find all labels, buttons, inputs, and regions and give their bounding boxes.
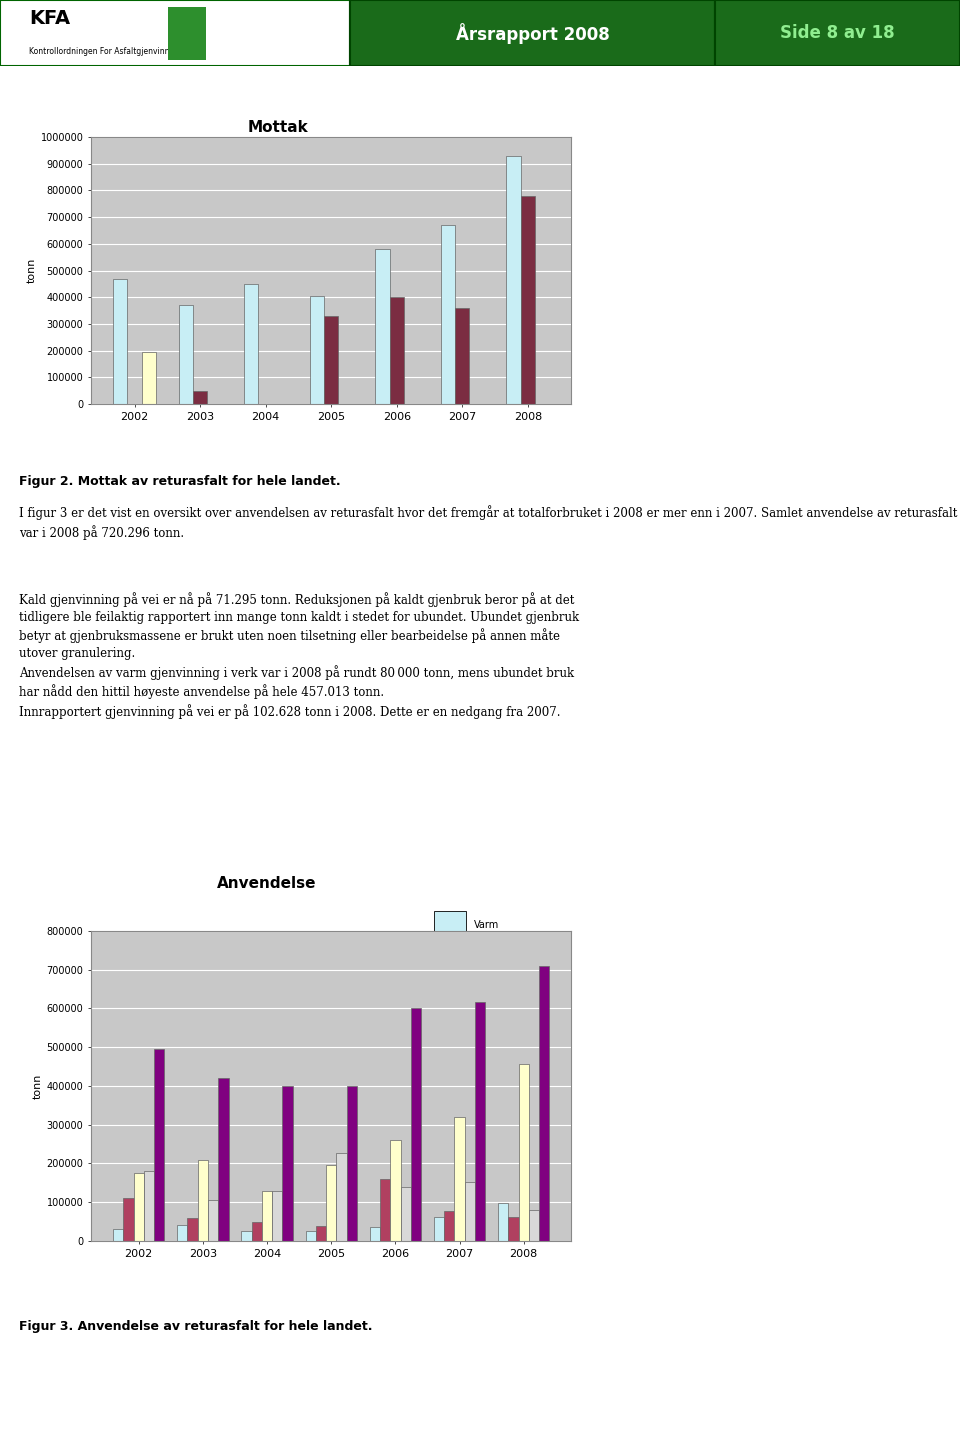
- Bar: [244, 284, 258, 404]
- Y-axis label: tonn: tonn: [33, 1074, 42, 1098]
- Text: Figur 3. Anvendelse av returasfalt for hele landet.: Figur 3. Anvendelse av returasfalt for h…: [19, 1319, 372, 1333]
- Bar: [518, 1063, 529, 1241]
- Text: Veg: Veg: [474, 1078, 492, 1088]
- Text: Flak: Flak: [497, 225, 517, 235]
- Text: Figur 2. Mottak av returasfalt for hele landet.: Figur 2. Mottak av returasfalt for hele …: [19, 475, 341, 489]
- Bar: [390, 297, 404, 404]
- Bar: [350, 0, 715, 66]
- Bar: [529, 1209, 540, 1241]
- Bar: [475, 1003, 485, 1241]
- Bar: [113, 278, 128, 404]
- Bar: [434, 1069, 466, 1101]
- Text: Ubundet: Ubundet: [474, 1025, 516, 1035]
- Bar: [168, 7, 206, 59]
- Text: Veg: Veg: [497, 268, 516, 278]
- Bar: [434, 912, 466, 942]
- Text: KFA: KFA: [29, 9, 70, 27]
- Bar: [380, 1179, 390, 1241]
- Bar: [434, 1017, 466, 1048]
- Bar: [520, 196, 535, 404]
- Bar: [451, 303, 486, 333]
- Text: Årsrapport 2008: Årsrapport 2008: [456, 23, 610, 43]
- Bar: [390, 1140, 400, 1241]
- Bar: [506, 156, 520, 404]
- Bar: [0, 0, 350, 66]
- Text: Anvendelse: Anvendelse: [217, 876, 317, 892]
- Bar: [434, 1216, 444, 1241]
- Bar: [144, 1172, 155, 1241]
- Bar: [455, 307, 469, 404]
- Bar: [715, 0, 960, 66]
- Bar: [282, 1085, 293, 1241]
- Text: Sum: Sum: [497, 313, 519, 323]
- Text: Mottak: Mottak: [248, 120, 309, 134]
- Text: Fres: Fres: [497, 180, 517, 190]
- Bar: [187, 1218, 198, 1241]
- Bar: [326, 1165, 336, 1241]
- Bar: [540, 965, 549, 1241]
- Text: Kontrollordningen For Asfaltgjenvinning: Kontrollordningen For Asfaltgjenvinning: [29, 48, 181, 56]
- Text: Sum: Sum: [474, 1131, 496, 1141]
- Text: Side 8 av 18: Side 8 av 18: [780, 25, 895, 42]
- Bar: [252, 1222, 262, 1241]
- Bar: [155, 1049, 164, 1241]
- Bar: [179, 306, 193, 404]
- Bar: [193, 391, 207, 404]
- Bar: [305, 1231, 316, 1241]
- Bar: [498, 1203, 508, 1241]
- Bar: [411, 1009, 421, 1241]
- Bar: [218, 1078, 228, 1241]
- Bar: [454, 1117, 465, 1241]
- Bar: [123, 1198, 133, 1241]
- Text: Kald: Kald: [474, 973, 495, 983]
- Bar: [309, 296, 324, 404]
- Text: I figur 3 er det vist en oversikt over anvendelsen av returasfalt hvor det fremg: I figur 3 er det vist en oversikt over a…: [19, 505, 957, 540]
- Bar: [324, 316, 339, 404]
- Bar: [178, 1225, 187, 1241]
- Bar: [465, 1182, 475, 1241]
- Bar: [451, 172, 486, 201]
- Bar: [434, 964, 466, 996]
- Bar: [336, 1153, 347, 1241]
- Bar: [441, 225, 455, 404]
- Bar: [400, 1186, 411, 1241]
- Bar: [273, 1190, 282, 1241]
- Bar: [444, 1211, 454, 1241]
- Bar: [241, 1231, 252, 1241]
- Bar: [434, 1123, 466, 1153]
- Bar: [508, 1216, 518, 1241]
- Bar: [375, 250, 390, 404]
- Bar: [451, 215, 486, 245]
- Bar: [451, 260, 486, 289]
- Bar: [370, 1228, 380, 1241]
- Bar: [133, 1173, 144, 1241]
- Bar: [113, 1229, 123, 1241]
- Text: Kald gjenvinning på vei er nå på 71.295 tonn. Reduksjonen på kaldt gjenbruk bero: Kald gjenvinning på vei er nå på 71.295 …: [19, 592, 579, 719]
- Bar: [262, 1190, 273, 1241]
- Bar: [198, 1160, 208, 1241]
- Bar: [0, 66, 960, 72]
- Bar: [208, 1201, 218, 1241]
- Bar: [316, 1227, 326, 1241]
- Text: Varm: Varm: [474, 919, 499, 929]
- Bar: [347, 1085, 357, 1241]
- Y-axis label: tonn: tonn: [27, 258, 36, 283]
- Bar: [142, 352, 156, 404]
